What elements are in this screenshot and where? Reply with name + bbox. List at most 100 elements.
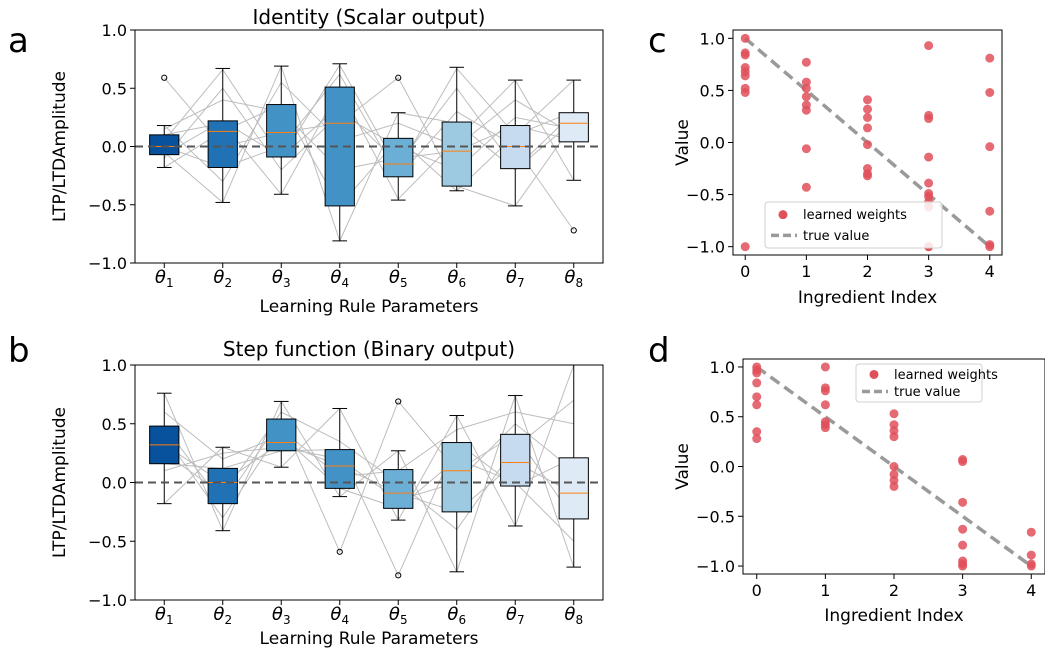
x-tick-label: θ6 — [447, 604, 466, 627]
learned-weight-point — [1026, 527, 1036, 537]
learned-weight-point — [863, 171, 872, 181]
y-axis-label: Value — [673, 119, 693, 166]
y-tick-label: 1.0 — [700, 29, 725, 48]
box-6 — [441, 66, 472, 192]
x-tick-label: 2 — [889, 581, 899, 600]
learned-weight-point — [985, 88, 995, 97]
legend-label: true value — [894, 385, 960, 400]
learned-weight-point — [863, 113, 872, 122]
outlier-point — [570, 227, 577, 234]
y-tick-label: 0.5 — [710, 408, 735, 427]
learned-weight-point — [801, 57, 811, 67]
x-tick-label: 3 — [958, 581, 968, 600]
x-tick-label: θ1 — [155, 604, 174, 627]
learned-weight-point — [924, 41, 934, 51]
y-tick-label: −0.5 — [88, 196, 127, 215]
box-body — [266, 104, 297, 158]
x-tick-label: 4 — [985, 262, 995, 281]
box-body — [207, 467, 238, 505]
box-4 — [324, 407, 355, 555]
box-body — [441, 442, 472, 513]
learned-weight-point — [820, 420, 830, 430]
y-tick-label: 1.0 — [102, 21, 127, 40]
x-tick-label: 3 — [924, 262, 934, 281]
learned-weight-point — [1026, 550, 1036, 560]
learned-weight-point — [752, 368, 762, 378]
x-tick-label: 2 — [862, 262, 872, 281]
x-tick-label: 0 — [752, 581, 762, 600]
y-tick-label: 0.0 — [710, 458, 735, 477]
panel-letter: b — [8, 331, 30, 371]
box-3 — [266, 400, 297, 468]
legend-label: true value — [803, 229, 869, 244]
learned-weight-point — [1026, 561, 1036, 571]
box-body — [558, 457, 589, 520]
learned-weight-point — [820, 400, 830, 410]
box-body — [266, 418, 297, 452]
panel-letter: c — [648, 21, 667, 61]
box-7 — [500, 395, 531, 527]
x-tick-label: θ8 — [564, 267, 583, 290]
box-8 — [558, 364, 589, 568]
box-2 — [207, 67, 238, 203]
learned-weight-point — [752, 427, 762, 437]
x-tick-label: θ2 — [213, 267, 232, 290]
box-body — [500, 433, 531, 487]
trajectory-line — [163, 364, 575, 528]
y-tick-label: 1.0 — [710, 358, 735, 377]
y-tick-label: −0.5 — [88, 532, 127, 551]
box-1 — [149, 392, 180, 505]
x-tick-label: θ3 — [272, 604, 291, 627]
x-tick-label: θ7 — [506, 267, 525, 290]
box-5 — [383, 398, 414, 579]
learned-weight-point — [958, 497, 968, 507]
chart-title: Step function (Binary output) — [223, 337, 515, 361]
x-tick-label: 1 — [801, 262, 811, 281]
learned-weight-point — [752, 400, 762, 410]
learned-weight-point — [863, 123, 872, 133]
trajectory-line — [163, 63, 574, 171]
learned-weight-point — [889, 481, 899, 491]
learned-weight-point — [801, 83, 811, 93]
x-axis-label: Ingredient Index — [824, 606, 963, 626]
learned-weight-point — [752, 434, 762, 444]
outlier-point — [395, 572, 402, 579]
learned-weight-point — [924, 178, 934, 188]
learned-weight-point — [985, 242, 995, 252]
learned-weight-point — [985, 53, 995, 63]
x-tick-label: θ2 — [213, 604, 232, 627]
learned-weight-point — [863, 95, 872, 105]
learned-weight-point — [820, 362, 830, 372]
learned-weight-point — [958, 540, 968, 550]
box-body — [383, 137, 414, 178]
x-tick-label: θ5 — [389, 267, 408, 290]
box-body — [207, 120, 238, 168]
x-axis-label: Ingredient Index — [798, 288, 937, 308]
box-body — [149, 134, 180, 156]
x-tick-label: θ5 — [389, 604, 408, 627]
box-6 — [441, 415, 472, 573]
learned-weight-point — [740, 88, 750, 97]
y-tick-label: 0.5 — [102, 415, 127, 434]
box-5 — [383, 74, 414, 201]
y-tick-label: −1.0 — [88, 254, 127, 273]
panel-letter: a — [8, 21, 29, 61]
outlier-point — [395, 74, 402, 81]
legend-marker-points — [869, 369, 879, 379]
box-body — [441, 121, 472, 187]
true-value-line — [755, 365, 1033, 568]
x-tick-label: 1 — [820, 581, 830, 600]
learned-weight-point — [889, 409, 899, 419]
y-tick-label: −1.0 — [696, 557, 735, 576]
x-tick-label: θ6 — [447, 267, 466, 290]
chart-title: Identity (Scalar output) — [253, 5, 486, 29]
legend-marker-points — [778, 210, 788, 220]
learned-weight-point — [958, 524, 968, 534]
panel-letter: d — [648, 331, 670, 371]
learned-weight-point — [740, 33, 750, 43]
box-body — [383, 469, 414, 509]
outlier-point — [336, 548, 343, 555]
box-3 — [266, 65, 297, 195]
y-axis-label: LTP/LTDAmplitude — [50, 71, 70, 222]
